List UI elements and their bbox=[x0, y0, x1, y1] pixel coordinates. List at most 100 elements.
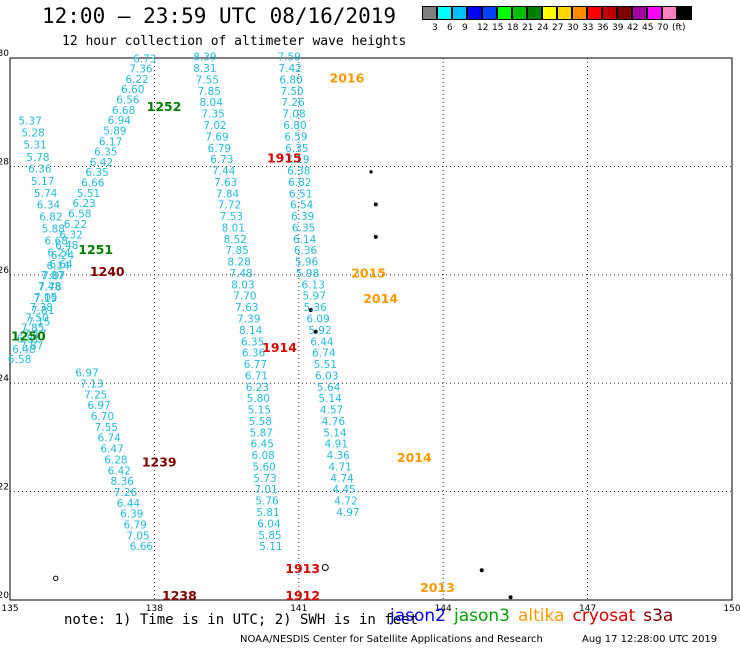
wave-height-value: 6.39 bbox=[120, 509, 143, 521]
page-title: 12:00 – 23:59 UTC 08/16/2019 bbox=[42, 4, 397, 28]
color-swatch bbox=[587, 6, 602, 20]
wave-height-value: 7.69 bbox=[205, 131, 228, 143]
wave-height-value: 6.48 bbox=[55, 240, 78, 252]
wave-height-value: 5.85 bbox=[258, 530, 281, 542]
color-scale-label: 70 bbox=[657, 23, 669, 33]
legend-entry-altika: altika bbox=[518, 606, 565, 626]
wave-height-value: 5.87 bbox=[250, 427, 273, 439]
lat-tick-label: 24 bbox=[0, 374, 9, 384]
color-swatch bbox=[617, 6, 632, 20]
wave-height-value: 7.39 bbox=[237, 313, 260, 325]
wave-height-value: 4.45 bbox=[332, 484, 355, 496]
wave-height-value: 6.04 bbox=[257, 518, 281, 530]
lon-tick-label: 150 bbox=[723, 604, 740, 614]
wave-height-value: 6.80 bbox=[279, 74, 302, 86]
wave-height-value: 6.14 bbox=[293, 234, 317, 246]
wave-height-value: 6.08 bbox=[251, 450, 274, 462]
wave-height-value: 6.42 bbox=[90, 157, 113, 169]
wave-height-value: 6.74 bbox=[312, 348, 336, 360]
wave-height-value: 4.97 bbox=[336, 507, 359, 519]
color-swatch bbox=[467, 6, 482, 20]
satellite-legend: jason2 jason3 altika cryosat s3a bbox=[390, 606, 681, 626]
wave-height-value: 7.72 bbox=[218, 200, 241, 212]
wave-height-value: 6.73 bbox=[133, 53, 156, 65]
wave-height-value: 5.78 bbox=[26, 152, 49, 164]
page-subtitle: 12 hour collection of altimeter wave hei… bbox=[62, 34, 407, 49]
wave-height-value: 7.63 bbox=[214, 177, 237, 189]
color-swatch bbox=[542, 6, 557, 20]
legend-entry-jason3: jason3 bbox=[454, 606, 510, 626]
wave-height-value: 5.11 bbox=[259, 541, 282, 553]
wave-height-value: 5.51 bbox=[77, 188, 100, 200]
wave-height-value: 4.71 bbox=[328, 461, 351, 473]
legend-entry-s3a: s3a bbox=[643, 606, 674, 626]
wave-height-value: 6.73 bbox=[210, 154, 233, 166]
wave-height-value: 6.35 bbox=[94, 147, 117, 159]
pass-number-label: 1912 bbox=[285, 588, 320, 603]
pass-number-label: 1252 bbox=[147, 99, 182, 114]
pass-number-label: 2013 bbox=[420, 580, 455, 595]
wave-height-value: 6.24 bbox=[47, 247, 71, 259]
island-marker bbox=[53, 575, 59, 582]
wave-height-value: 6.81 bbox=[17, 334, 40, 346]
island-marker bbox=[313, 329, 318, 334]
wave-height-value: 8.04 bbox=[200, 97, 224, 109]
wave-height-value: 6.77 bbox=[244, 359, 267, 371]
wave-height-value: 6.68 bbox=[45, 235, 68, 247]
wave-height-value: 7.05 bbox=[34, 292, 57, 304]
wave-height-value: 6.82 bbox=[288, 177, 311, 189]
wave-height-value: 6.54 bbox=[290, 200, 314, 212]
color-swatch bbox=[677, 6, 692, 20]
wave-height-value: 7.44 bbox=[212, 166, 236, 178]
wave-height-value: 8.39 bbox=[193, 52, 216, 64]
wave-height-value: 6.17 bbox=[99, 136, 122, 148]
island-marker bbox=[308, 308, 313, 313]
pass-number-label: 1913 bbox=[285, 561, 320, 576]
color-swatch bbox=[647, 6, 662, 20]
pass-number-label: 1914 bbox=[262, 340, 297, 355]
wave-height-value: 6.36 bbox=[28, 163, 52, 175]
wave-height-value: 7.81 bbox=[31, 305, 54, 317]
wave-height-value: 7.05 bbox=[126, 530, 149, 542]
wave-height-value: 8.03 bbox=[231, 279, 254, 291]
wave-height-value: 5.17 bbox=[31, 176, 54, 188]
wave-height-value: 8.31 bbox=[193, 63, 216, 75]
color-swatch bbox=[482, 6, 497, 20]
color-swatch bbox=[437, 6, 452, 20]
wave-height-value: 5.98 bbox=[296, 268, 319, 280]
lat-tick-label: 20 bbox=[0, 591, 9, 601]
wave-height-value: 6.35 bbox=[285, 143, 308, 155]
color-scale-label: 18 bbox=[507, 23, 519, 33]
wave-height-value: 7.78 bbox=[38, 282, 61, 294]
wave-height-value: 8.01 bbox=[222, 222, 245, 234]
wave-height-value: 6.70 bbox=[91, 411, 114, 423]
pass-number-label: 1238 bbox=[162, 588, 197, 603]
pass-number-label: 1915 bbox=[267, 151, 302, 166]
lon-tick-label: 147 bbox=[579, 604, 596, 614]
wave-height-value: 5.14 bbox=[318, 393, 342, 405]
pass-number-label: 1250 bbox=[11, 328, 46, 343]
wave-height-value: 6.79 bbox=[123, 519, 146, 531]
island-marker bbox=[508, 595, 513, 600]
color-scale-label: 9 bbox=[462, 23, 468, 33]
wave-height-value: 6.03 bbox=[315, 370, 338, 382]
color-scale-label: 33 bbox=[582, 23, 594, 33]
lat-tick-label: 22 bbox=[0, 483, 9, 493]
wave-height-value: 6.22 bbox=[125, 74, 148, 86]
wave-height-value: 6.35 bbox=[292, 222, 315, 234]
wave-height-value: 7.38 bbox=[30, 302, 53, 314]
legend-entry-jason2: jason2 bbox=[390, 606, 446, 626]
wave-height-value: 7.08 bbox=[282, 109, 305, 121]
color-scale-label: 39 bbox=[612, 23, 624, 33]
wave-height-value: 6.42 bbox=[108, 465, 131, 477]
lat-tick-label: 30 bbox=[0, 49, 9, 59]
wave-height-value: 6.09 bbox=[306, 313, 329, 325]
wave-height-value: 6.23 bbox=[246, 382, 269, 394]
wave-height-value: 7.85 bbox=[225, 245, 248, 257]
wave-height-value: 5.89 bbox=[103, 125, 126, 137]
wave-height-value: 4.91 bbox=[325, 439, 348, 451]
wave-height-value: 6.71 bbox=[245, 370, 268, 382]
wave-height-value: 6.66 bbox=[81, 177, 105, 189]
wave-height-value: 6.74 bbox=[97, 433, 121, 445]
units-note: note: 1) Time is in UTC; 2) SWH is in fe… bbox=[64, 612, 419, 628]
